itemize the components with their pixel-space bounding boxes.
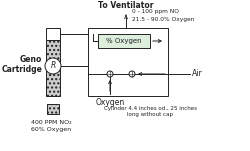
Text: R: R bbox=[50, 61, 56, 71]
Bar bbox=[46, 28, 60, 40]
Bar bbox=[88, 28, 168, 96]
Circle shape bbox=[129, 71, 135, 77]
Text: 60% Oxygen: 60% Oxygen bbox=[31, 127, 71, 132]
Text: 21.5 - 90.0% Oxygen: 21.5 - 90.0% Oxygen bbox=[132, 16, 194, 21]
Bar bbox=[98, 34, 150, 48]
Text: % Oxygen: % Oxygen bbox=[106, 38, 142, 44]
Circle shape bbox=[107, 71, 113, 77]
Bar bbox=[47, 104, 59, 114]
Text: 0 - 100 ppm NO: 0 - 100 ppm NO bbox=[132, 10, 179, 14]
Text: Geno: Geno bbox=[20, 56, 42, 64]
Text: Air: Air bbox=[192, 69, 203, 79]
Text: Oxygen: Oxygen bbox=[96, 98, 124, 107]
Text: To Ventilator: To Ventilator bbox=[98, 2, 154, 11]
Circle shape bbox=[45, 58, 61, 74]
Text: Cylinder 4.4 inches od., 25 inches
long without cap: Cylinder 4.4 inches od., 25 inches long … bbox=[104, 106, 196, 117]
Text: 400 PPM NO₂: 400 PPM NO₂ bbox=[31, 119, 71, 125]
Text: Cartridge: Cartridge bbox=[1, 66, 42, 74]
Bar bbox=[46, 40, 60, 96]
